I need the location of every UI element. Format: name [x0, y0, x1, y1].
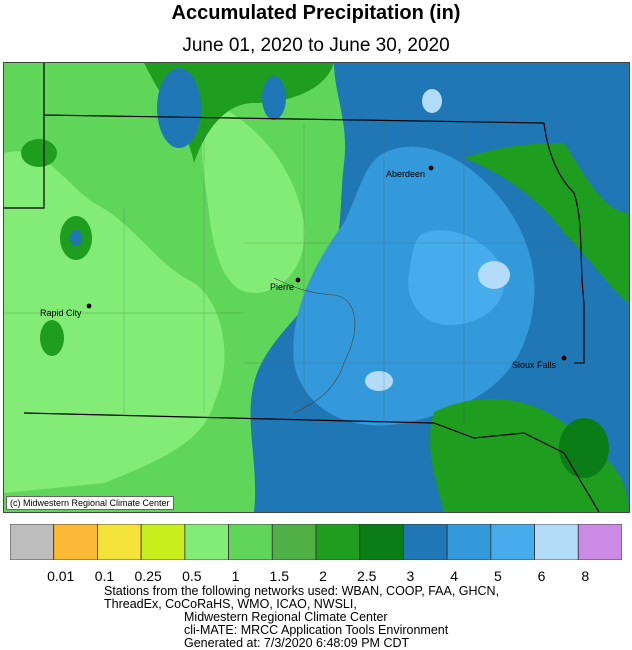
precip-cell-southeast: [559, 418, 609, 478]
legend-label: 0.01: [47, 568, 75, 584]
precipitation-map: Aberdeen Pierre Rapid City Sioux Falls (…: [3, 62, 630, 513]
footer-line-generated: Generated at: 7/3/2020 6:48:09 PM CDT: [184, 636, 410, 650]
precip-cell-west-2: [21, 139, 57, 167]
legend-swatch: [490, 524, 535, 560]
precip-zone-central-light: [202, 103, 305, 293]
precip-zone-east-light: [408, 230, 505, 326]
city-dot-aberdeen: [428, 165, 434, 171]
legend-swatch: [446, 524, 492, 560]
legend-label: 1: [231, 568, 240, 584]
city-dot-rapid-city: [86, 303, 92, 309]
footer-line-networks-cont: ThreadEx, CoCoRaHS, WMO, ICAO, NWSLI,: [104, 597, 357, 611]
legend-swatch: [534, 524, 579, 560]
county-lines: [4, 123, 584, 423]
legend-label: 0.25: [134, 568, 162, 584]
legend-label: 0.1: [94, 568, 115, 584]
legend-swatch: [97, 524, 142, 560]
precip-cell-north-1: [157, 68, 201, 148]
footer-line-mrcc: Midwestern Regional Climate Center: [184, 610, 388, 624]
legend-swatch: [577, 524, 622, 560]
legend-swatch: [140, 524, 186, 560]
precip-zone-east-band: [464, 143, 629, 303]
city-label-pierre: Pierre: [270, 282, 294, 292]
city-dot-pierre: [295, 277, 301, 283]
date-range-subtitle: June 01, 2020 to June 30, 2020: [182, 35, 450, 56]
precip-cell-west-3: [40, 320, 64, 356]
footer-line-climate: cli-MATE: MRCC Application Tools Environ…: [184, 623, 449, 637]
city-label-rapid-city: Rapid City: [40, 308, 82, 318]
legend-swatch: [228, 524, 273, 560]
precip-zone-west-light: [4, 151, 225, 493]
legend-swatch: [53, 524, 98, 560]
copyright-credit: (c) Midwestern Regional Climate Center: [6, 496, 174, 510]
legend-labels: 0.01 0.1 0.25 0.5 1 1.5 2 2.5 3 4 5 6 8: [0, 568, 632, 586]
precip-max-east: [478, 261, 510, 289]
precip-max-south: [365, 371, 393, 391]
legend-label: 8: [581, 568, 590, 584]
legend-label: 5: [493, 568, 502, 584]
legend-swatch: [10, 524, 55, 560]
color-legend: [10, 524, 622, 560]
legend-label: 4: [450, 568, 459, 584]
legend-swatch: [359, 524, 404, 560]
legend-swatch: [403, 524, 448, 560]
legend-label: 2.5: [356, 568, 377, 584]
legend-label: 1.5: [269, 568, 290, 584]
precip-zone-southeast: [429, 398, 629, 512]
legend-label: 0.5: [182, 568, 202, 584]
precip-cell-west-1-core: [70, 230, 82, 246]
city-dot-sioux-falls: [561, 355, 567, 361]
footer-line-networks: Stations from the following networks use…: [104, 584, 500, 598]
legend-swatch: [184, 524, 229, 560]
legend-label: 2: [319, 568, 327, 584]
legend-label: 3: [406, 568, 415, 584]
precip-max-north: [422, 89, 442, 113]
legend-label: 6: [537, 568, 546, 584]
missouri-river: [273, 277, 356, 414]
legend-swatch: [315, 524, 361, 560]
city-label-sioux-falls: Sioux Falls: [512, 360, 557, 370]
city-label-aberdeen: Aberdeen: [386, 169, 425, 179]
map-title: Accumulated Precipitation (in): [171, 2, 461, 24]
legend-swatch: [271, 524, 317, 560]
precip-cell-north-2: [262, 76, 286, 120]
state-borders: [4, 63, 600, 512]
